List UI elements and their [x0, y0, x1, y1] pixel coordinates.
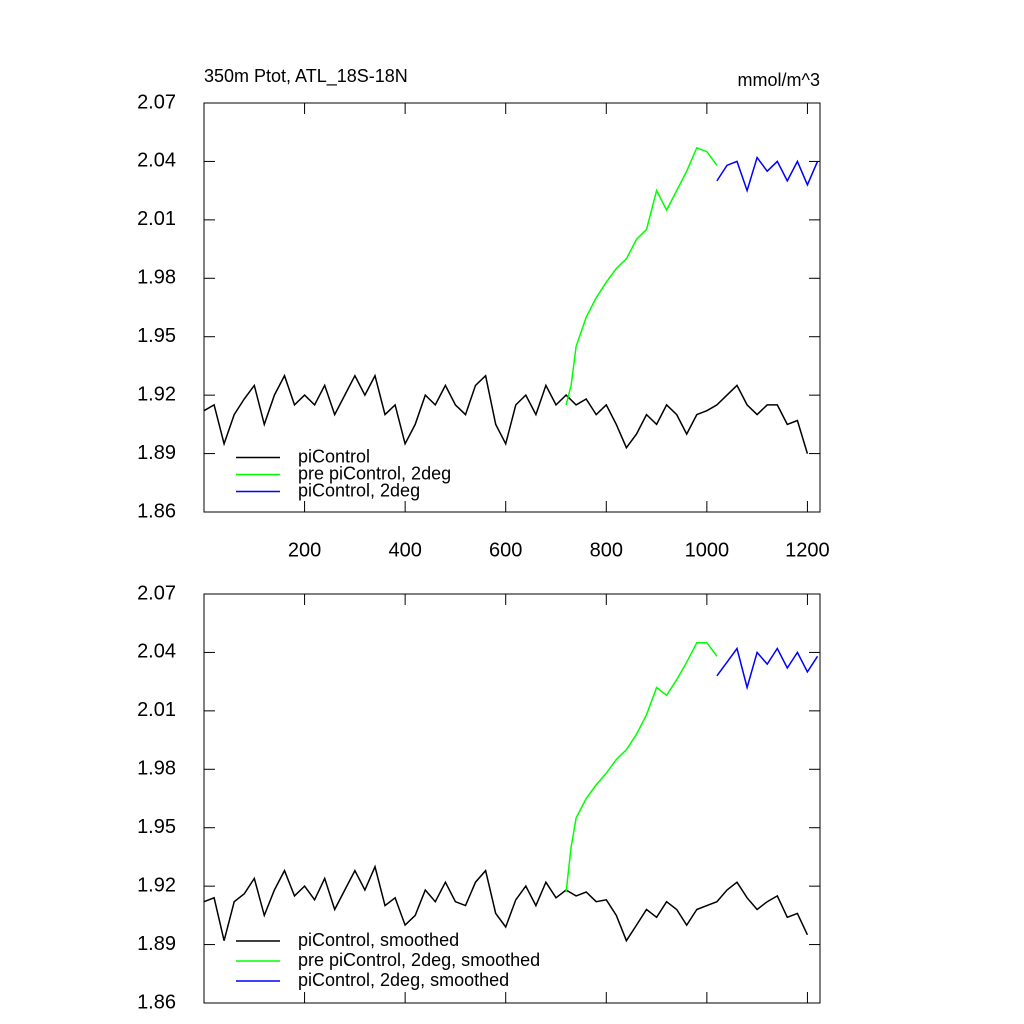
y-tick-label: 2.01 — [137, 699, 176, 721]
x-tick-label: 1200 — [785, 539, 830, 561]
y-tick-label: 1.98 — [137, 758, 176, 780]
units-label: mmol/m^3 — [738, 70, 820, 90]
chart-title: 350m Ptot, ATL_18S-18N — [204, 66, 408, 87]
series-line — [203, 373, 809, 454]
x-tick-label: 1000 — [685, 539, 730, 561]
series-line — [203, 864, 809, 943]
y-tick-label: 1.98 — [137, 267, 176, 289]
y-tick-label: 2.01 — [137, 208, 176, 230]
legend-label: piControl, smoothed — [298, 930, 459, 950]
y-tick-label: 1.95 — [137, 325, 176, 347]
y-tick-label: 1.89 — [137, 442, 176, 464]
legend-label: piControl, 2deg — [298, 480, 420, 500]
y-tick-label: 1.92 — [137, 874, 176, 896]
y-tick-label: 1.95 — [137, 816, 176, 838]
legend-label: pre piControl, 2deg, smoothed — [298, 950, 540, 970]
y-tick-label: 2.07 — [137, 582, 176, 604]
y-tick-label: 1.89 — [137, 933, 176, 955]
y-tick-label: 1.92 — [137, 383, 176, 405]
x-tick-label: 600 — [489, 539, 522, 561]
series-line — [716, 646, 819, 691]
x-tick-label: 400 — [388, 539, 421, 561]
legend-label: piControl, 2deg, smoothed — [298, 970, 509, 990]
series-line — [565, 641, 718, 893]
x-tick-label: 200 — [288, 539, 321, 561]
series-line — [716, 155, 819, 194]
y-tick-label: 1.86 — [137, 991, 176, 1013]
series-line — [565, 146, 718, 406]
x-tick-label: 800 — [590, 539, 623, 561]
plot-frame — [203, 102, 821, 513]
plot-frame — [203, 593, 821, 1004]
y-tick-label: 2.04 — [137, 150, 176, 172]
legend-label: piControl — [298, 446, 370, 466]
y-tick-label: 2.07 — [137, 91, 176, 113]
y-tick-label: 1.86 — [137, 500, 176, 522]
y-tick-label: 2.04 — [137, 641, 176, 663]
legend-label: pre piControl, 2deg — [298, 463, 451, 483]
